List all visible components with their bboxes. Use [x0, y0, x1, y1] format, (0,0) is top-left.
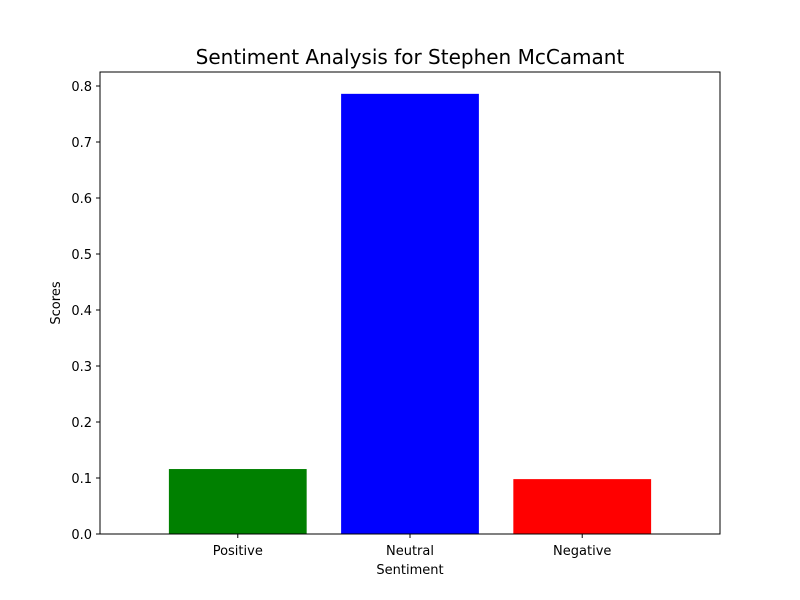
x-axis-ticks: Positive Neutral Negative — [213, 534, 611, 559]
bar-negative — [513, 479, 652, 534]
x-axis-label: Sentiment — [376, 563, 443, 578]
y-tick-label: 0.0 — [71, 528, 92, 543]
y-tick-label: 0.1 — [71, 472, 92, 487]
x-tick-label: Neutral — [386, 544, 434, 559]
y-tick-label: 0.3 — [71, 360, 92, 375]
x-tick-label: Positive — [213, 544, 263, 559]
bars-group — [168, 93, 652, 534]
y-axis-ticks: 0.0 0.1 0.2 0.3 0.4 0.5 0.6 0.7 0.8 — [71, 80, 100, 543]
y-axis-label: Scores — [49, 281, 64, 324]
y-tick-label: 0.4 — [71, 304, 92, 319]
bar-neutral — [341, 93, 479, 534]
y-tick-label: 0.8 — [71, 80, 92, 95]
x-tick-label: Negative — [553, 544, 611, 559]
y-tick-label: 0.2 — [71, 416, 92, 431]
y-tick-label: 0.7 — [71, 136, 92, 151]
plot-frame — [99, 71, 721, 535]
y-tick-label: 0.6 — [71, 192, 92, 207]
chart-title: Sentiment Analysis for Stephen McCamant — [196, 45, 625, 69]
y-tick-label: 0.5 — [71, 248, 92, 263]
bar-positive — [168, 469, 307, 534]
